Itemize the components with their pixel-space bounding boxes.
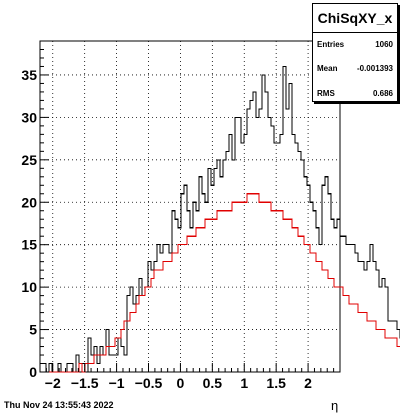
y-tick-label: 15 [21, 237, 37, 253]
x-axis-title: η [331, 398, 339, 413]
histogram-series-0 [39, 65, 400, 373]
x-tick-label: 0.5 [203, 375, 223, 391]
histogram-series-1 [40, 193, 400, 373]
y-tick-label: 5 [29, 322, 37, 338]
x-tick-label: −2 [45, 375, 61, 391]
stats-value-entries: 1060 [375, 40, 393, 49]
stats-label-mean: Mean [317, 64, 338, 73]
y-tick-label: 20 [21, 194, 37, 210]
x-tick-label: −0.5 [135, 375, 163, 391]
y-tick-label: 25 [21, 152, 37, 168]
stats-box: ChiSqXY_x Entries 1060 Mean -0.001393 RM… [312, 3, 398, 102]
x-tick-label: −1 [109, 375, 125, 391]
y-tick-label: 35 [21, 67, 37, 83]
stats-row-mean: Mean -0.001393 [317, 64, 393, 73]
x-tick-label: 1.5 [266, 375, 286, 391]
y-tick-label: 10 [21, 279, 37, 295]
x-tick-label: −1.5 [71, 375, 99, 391]
plot-frame [39, 40, 341, 373]
y-tick-label: 0 [29, 364, 37, 380]
x-tick-label: 2 [304, 375, 312, 391]
stats-value-rms: 0.686 [372, 89, 393, 98]
datestamp: Thu Nov 24 13:55:43 2022 [4, 400, 114, 410]
stats-row-entries: Entries 1060 [317, 40, 393, 49]
x-tick-label: 0 [177, 375, 185, 391]
y-tick-label: 30 [21, 109, 37, 125]
x-tick-label: 1 [240, 375, 248, 391]
stats-row-rms: RMS 0.686 [317, 89, 393, 98]
stats-label-rms: RMS [317, 89, 335, 98]
stats-label-entries: Entries [317, 40, 345, 49]
stats-title: ChiSqXY_x [313, 4, 397, 33]
stats-value-mean: -0.001393 [356, 64, 393, 73]
series-layer [39, 65, 400, 373]
